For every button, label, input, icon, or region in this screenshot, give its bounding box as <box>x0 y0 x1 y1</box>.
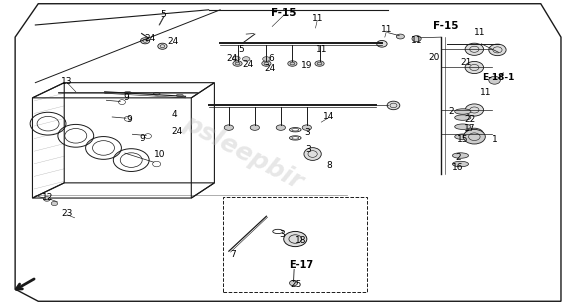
Ellipse shape <box>288 61 297 66</box>
Ellipse shape <box>250 125 259 130</box>
Text: F-15: F-15 <box>433 21 458 30</box>
Text: 3: 3 <box>280 230 285 239</box>
Ellipse shape <box>387 101 400 110</box>
Text: 11: 11 <box>312 14 323 23</box>
Ellipse shape <box>455 134 471 139</box>
Text: 3: 3 <box>306 145 312 154</box>
Ellipse shape <box>124 92 131 94</box>
Ellipse shape <box>233 56 240 61</box>
Text: psleepbir: psleepbir <box>179 111 307 194</box>
Text: F-15: F-15 <box>271 9 296 18</box>
Ellipse shape <box>465 104 483 116</box>
Ellipse shape <box>302 125 312 130</box>
Text: 2: 2 <box>455 153 461 163</box>
Text: 6: 6 <box>268 55 274 63</box>
Ellipse shape <box>243 57 250 61</box>
Ellipse shape <box>176 94 183 97</box>
Text: 17: 17 <box>464 124 475 133</box>
Ellipse shape <box>141 38 150 44</box>
Ellipse shape <box>233 61 242 66</box>
Text: 9: 9 <box>126 115 132 124</box>
Ellipse shape <box>455 109 471 114</box>
Text: 14: 14 <box>323 112 335 120</box>
Ellipse shape <box>290 280 298 286</box>
Text: 2: 2 <box>448 107 454 116</box>
Ellipse shape <box>463 129 485 144</box>
Ellipse shape <box>158 43 167 49</box>
Bar <box>223 196 368 292</box>
Text: 20: 20 <box>428 53 439 62</box>
Ellipse shape <box>224 125 233 130</box>
Ellipse shape <box>465 43 483 55</box>
Ellipse shape <box>452 161 468 167</box>
Ellipse shape <box>262 61 271 66</box>
Text: 25: 25 <box>291 280 302 289</box>
Ellipse shape <box>51 201 57 206</box>
Ellipse shape <box>276 125 285 130</box>
Ellipse shape <box>455 115 471 120</box>
Text: 11: 11 <box>411 36 422 45</box>
Text: 24: 24 <box>144 34 155 43</box>
Text: 9: 9 <box>123 93 129 102</box>
Ellipse shape <box>315 61 324 66</box>
Ellipse shape <box>304 148 321 160</box>
Ellipse shape <box>412 36 421 42</box>
Ellipse shape <box>465 128 483 140</box>
Text: 1: 1 <box>492 135 497 144</box>
Ellipse shape <box>452 153 468 158</box>
Text: 10: 10 <box>154 149 165 159</box>
Text: 24: 24 <box>167 37 178 46</box>
Ellipse shape <box>489 76 500 84</box>
Ellipse shape <box>284 231 307 247</box>
Text: 16: 16 <box>452 163 464 172</box>
Ellipse shape <box>489 44 506 56</box>
Text: 23: 23 <box>61 209 73 218</box>
Text: 21: 21 <box>460 58 471 66</box>
Text: 11: 11 <box>381 25 393 34</box>
Text: E-18-1: E-18-1 <box>482 73 515 82</box>
Text: 9: 9 <box>140 134 145 143</box>
Text: 7: 7 <box>230 250 236 259</box>
Text: 19: 19 <box>301 61 313 70</box>
Text: 12: 12 <box>42 193 54 202</box>
Text: 11: 11 <box>474 28 486 37</box>
Text: 24: 24 <box>226 55 237 63</box>
Ellipse shape <box>43 197 50 201</box>
Text: 24: 24 <box>242 60 254 69</box>
Text: 15: 15 <box>457 135 468 144</box>
Ellipse shape <box>263 57 270 61</box>
Ellipse shape <box>455 124 471 129</box>
Text: 8: 8 <box>326 161 332 170</box>
Text: 11: 11 <box>316 45 327 54</box>
Text: 4: 4 <box>171 110 177 119</box>
Text: 5: 5 <box>239 45 244 54</box>
Text: 13: 13 <box>61 77 73 86</box>
Ellipse shape <box>153 93 160 95</box>
Text: 22: 22 <box>464 115 475 124</box>
Ellipse shape <box>397 34 405 39</box>
Text: 24: 24 <box>265 64 276 73</box>
Ellipse shape <box>465 61 483 74</box>
Text: 11: 11 <box>480 88 492 97</box>
Text: 5: 5 <box>161 10 166 19</box>
Text: 3: 3 <box>304 128 310 137</box>
Ellipse shape <box>377 41 387 47</box>
Text: E-17: E-17 <box>289 260 313 271</box>
Text: 24: 24 <box>171 127 182 136</box>
Text: 18: 18 <box>295 236 307 245</box>
